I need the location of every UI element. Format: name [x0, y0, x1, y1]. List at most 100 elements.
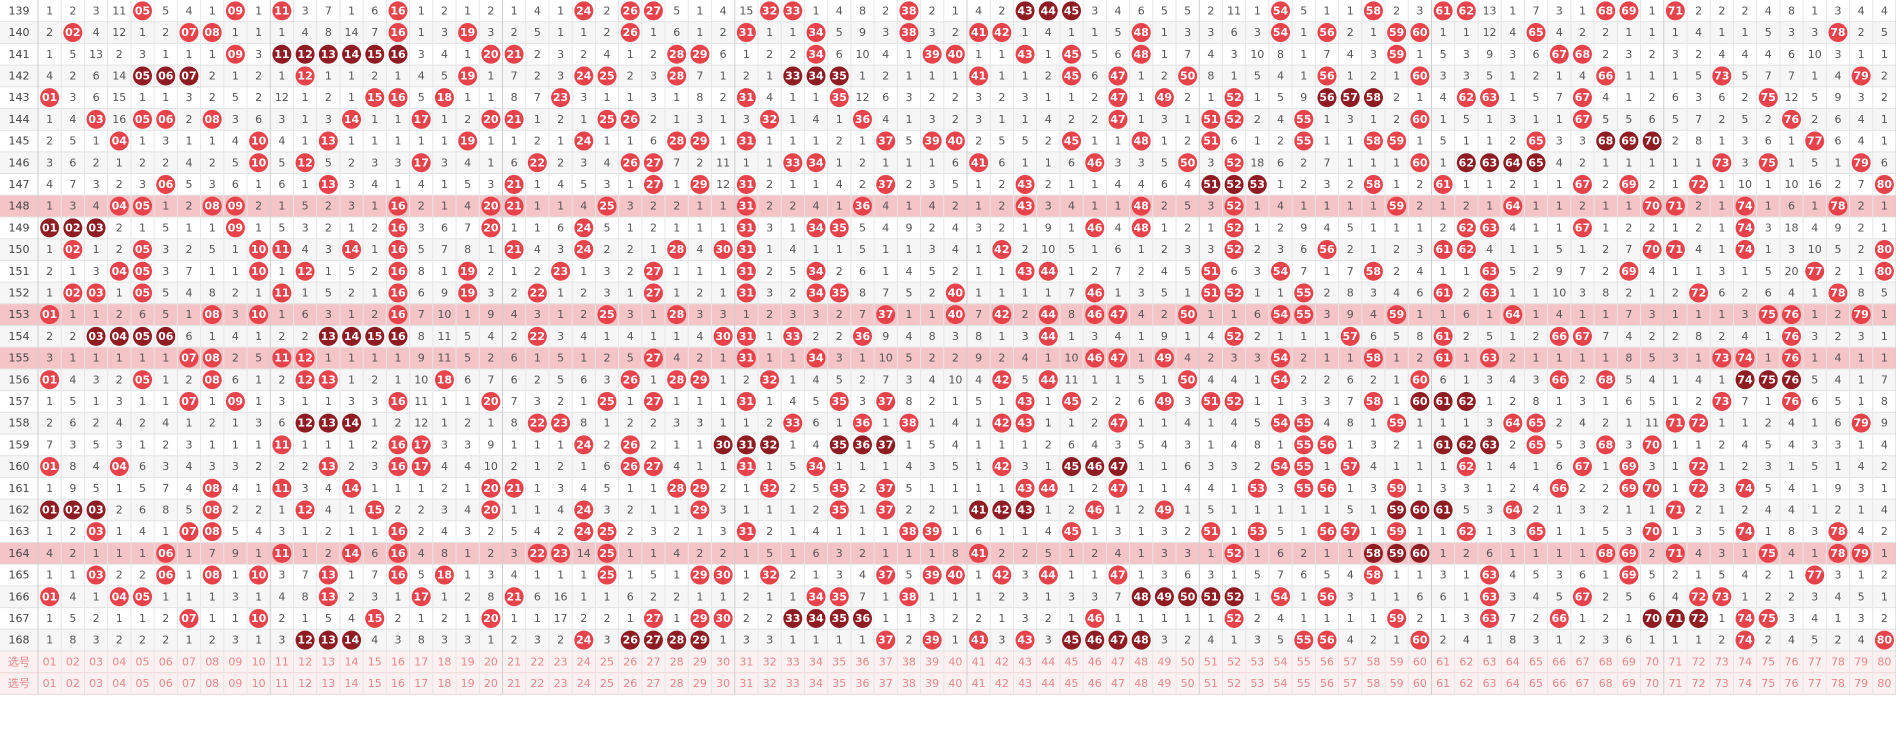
ball-number: 62 [1459, 4, 1474, 17]
miss-count: 1 [1231, 503, 1238, 516]
miss-count: 3 [1370, 286, 1377, 299]
ball [458, 23, 478, 43]
select-number: 15 [368, 655, 382, 668]
miss-count: 3 [1022, 612, 1029, 625]
miss-count: 4 [1858, 634, 1865, 647]
miss-count: 4 [882, 221, 889, 234]
ball [249, 153, 269, 173]
miss-count: 4 [1579, 417, 1586, 430]
ball [736, 196, 756, 216]
ball [1154, 88, 1174, 108]
ball [295, 44, 315, 64]
miss-count: 1 [789, 590, 796, 603]
miss-count: 10 [414, 373, 428, 386]
miss-count: 1 [1509, 330, 1516, 343]
miss-count: 2 [1533, 265, 1540, 278]
ball [1131, 44, 1151, 64]
ball-number: 30 [715, 243, 731, 256]
miss-count: 2 [1161, 308, 1168, 321]
miss-count: 1 [487, 135, 494, 148]
miss-count: 1 [511, 221, 518, 234]
miss-count: 6 [580, 373, 587, 386]
miss-count: 1 [139, 395, 146, 408]
ball-number: 19 [460, 69, 475, 82]
ball-number: 64 [1505, 308, 1521, 321]
miss-count: 1 [720, 265, 727, 278]
miss-count: 1 [1463, 26, 1470, 39]
ball [1665, 1, 1685, 21]
ball-number: 46 [1087, 221, 1103, 234]
miss-count: 2 [487, 525, 494, 538]
miss-count: 3 [1579, 395, 1586, 408]
miss-count: 6 [836, 48, 843, 61]
miss-count: 6 [813, 417, 820, 430]
ball-number: 41 [971, 26, 986, 39]
miss-count: 1 [952, 634, 959, 647]
miss-count: 5 [813, 482, 820, 495]
miss-count: 1 [673, 503, 680, 516]
ball-number: 71 [1668, 4, 1683, 17]
miss-count: 1 [464, 612, 471, 625]
miss-count: 2 [604, 26, 611, 39]
miss-count: 1 [1602, 308, 1609, 321]
miss-count: 4 [1323, 417, 1330, 430]
miss-count: 2 [185, 373, 192, 386]
ball-number: 63 [1482, 352, 1497, 365]
miss-count: 1 [348, 373, 355, 386]
miss-count: 5 [1881, 26, 1888, 39]
miss-count: 2 [1254, 113, 1261, 126]
miss-count: 2 [1765, 590, 1772, 603]
miss-count: 1 [952, 482, 959, 495]
miss-count: 1 [580, 352, 587, 365]
miss-count: 3 [1602, 634, 1609, 647]
miss-count: 1 [1556, 634, 1563, 647]
ball-number: 32 [762, 569, 777, 582]
ball-number: 70 [1644, 438, 1660, 451]
ball-number: 51 [1203, 135, 1218, 148]
issue-label: 149 [9, 221, 30, 234]
ball-number: 52 [1226, 200, 1241, 213]
miss-count: 6 [464, 373, 471, 386]
miss-count: 1 [441, 113, 448, 126]
ball-number: 70 [1644, 482, 1660, 495]
ball-number: 03 [88, 569, 103, 582]
miss-count: 6 [1440, 373, 1447, 386]
miss-count: 1 [1811, 482, 1818, 495]
miss-count: 4 [1323, 221, 1330, 234]
miss-count: 4 [1207, 373, 1214, 386]
miss-count: 1 [627, 135, 634, 148]
miss-count: 2 [209, 91, 216, 104]
miss-count: 1 [696, 265, 703, 278]
ball-number: 21 [506, 243, 521, 256]
miss-count: 1 [232, 612, 239, 625]
miss-count: 1 [696, 525, 703, 538]
miss-count: 3 [1811, 590, 1818, 603]
ball-number: 65 [1528, 525, 1543, 538]
ball-number: 72 [1691, 612, 1706, 625]
ball [388, 44, 408, 64]
miss-count: 2 [255, 200, 262, 213]
miss-count: 4 [952, 243, 959, 256]
ball-number: 34 [808, 286, 824, 299]
ball-number: 54 [1273, 590, 1289, 603]
miss-count: 12 [855, 91, 869, 104]
miss-count: 1 [650, 330, 657, 343]
miss-count: 2 [650, 590, 657, 603]
ball [481, 218, 501, 238]
ball [945, 44, 965, 64]
miss-count: 2 [1695, 48, 1702, 61]
miss-count: 5 [1765, 482, 1772, 495]
miss-count: 3 [1440, 569, 1447, 582]
ball-number: 63 [1482, 569, 1497, 582]
miss-count: 4 [93, 460, 100, 473]
miss-count: 2 [836, 330, 843, 343]
select-number: 79 [1854, 655, 1868, 668]
ball-number: 40 [948, 569, 964, 582]
miss-count: 1 [93, 135, 100, 148]
ball-number: 08 [205, 352, 220, 365]
select-number: 75 [1761, 655, 1775, 668]
miss-count: 1 [766, 352, 773, 365]
ball-number: 63 [1482, 265, 1497, 278]
miss-count: 1 [46, 200, 53, 213]
miss-count: 2 [209, 156, 216, 169]
